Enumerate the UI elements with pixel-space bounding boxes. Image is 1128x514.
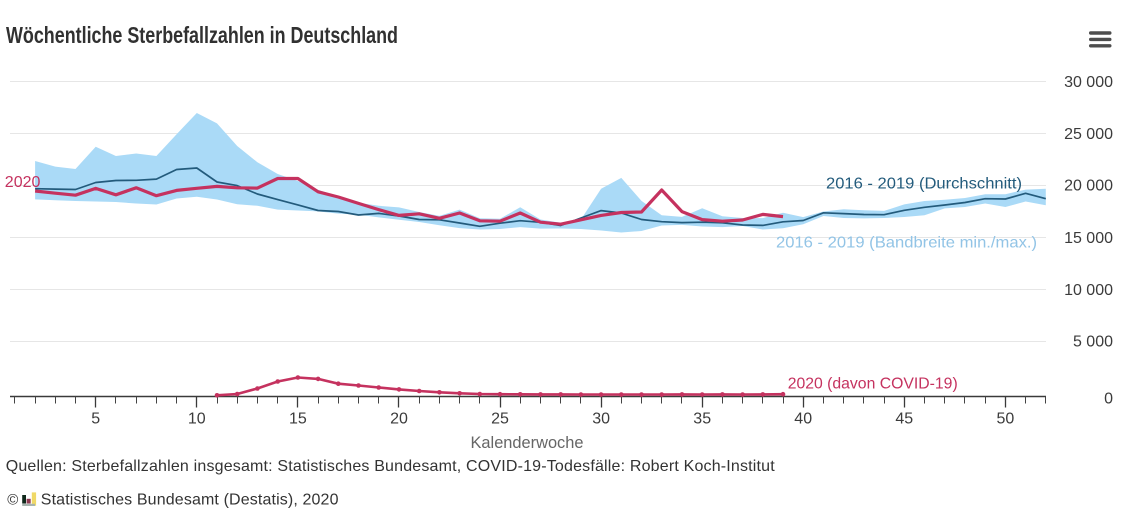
svg-text:2016 - 2019 (Bandbreite min./m: 2016 - 2019 (Bandbreite min./max.) — [776, 235, 1037, 252]
svg-text:40: 40 — [794, 411, 812, 428]
svg-text:30 000: 30 000 — [1064, 74, 1113, 91]
svg-text:10 000: 10 000 — [1064, 282, 1113, 299]
svg-text:30: 30 — [592, 411, 610, 428]
svg-text:10: 10 — [188, 411, 206, 428]
svg-text:5: 5 — [91, 411, 100, 428]
svg-text:0: 0 — [1104, 391, 1113, 408]
svg-text:2016 - 2019 (Durchschnitt): 2016 - 2019 (Durchschnitt) — [826, 176, 1022, 193]
svg-text:20 000: 20 000 — [1064, 178, 1113, 195]
svg-text:50: 50 — [997, 411, 1015, 428]
svg-text:Wöchentliche Sterbefallzahlen: Wöchentliche Sterbefallzahlen in Deutsch… — [6, 22, 398, 48]
svg-text:5 000: 5 000 — [1073, 334, 1113, 351]
svg-text:45: 45 — [895, 411, 913, 428]
svg-text:©: © — [7, 492, 18, 509]
svg-text:35: 35 — [693, 411, 711, 428]
svg-text:25: 25 — [491, 411, 509, 428]
svg-text:2020 (davon COVID-19): 2020 (davon COVID-19) — [788, 376, 958, 393]
svg-text:15: 15 — [289, 411, 307, 428]
svg-text:Statistisches Bundesamt (Desta: Statistisches Bundesamt (Destatis), 2020 — [41, 492, 339, 509]
svg-text:2020: 2020 — [5, 174, 41, 191]
svg-text:Quellen: Sterbefallzahlen insg: Quellen: Sterbefallzahlen insgesamt: Sta… — [6, 458, 776, 475]
svg-text:Kalenderwoche: Kalenderwoche — [471, 433, 584, 452]
svg-text:15 000: 15 000 — [1064, 230, 1113, 247]
svg-text:20: 20 — [390, 411, 408, 428]
svg-text:25 000: 25 000 — [1064, 126, 1113, 143]
